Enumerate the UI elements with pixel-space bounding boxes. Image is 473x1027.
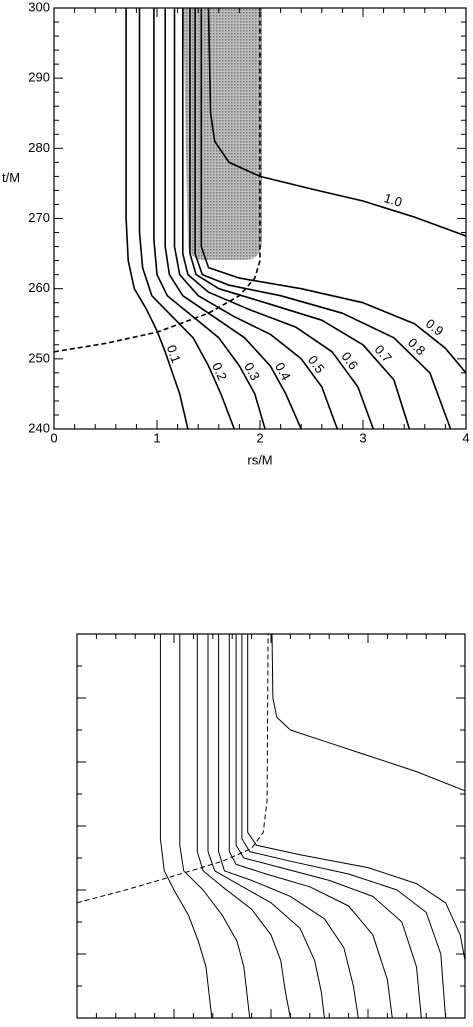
x-axis-label: rs/M: [247, 452, 272, 467]
series-label: 0.5: [305, 353, 328, 376]
series-label: 0.1: [164, 343, 184, 365]
x-tick-label: 2: [256, 430, 263, 445]
series-label: 0.3: [241, 360, 263, 383]
contour-line: [164, 8, 302, 430]
series-label: 1.0: [382, 190, 404, 210]
series-label: 0.9: [423, 316, 446, 339]
contour-line: [207, 634, 325, 1019]
contour-line: [182, 8, 375, 430]
contour-line: [189, 8, 411, 430]
contour-line: [179, 634, 251, 1019]
x-tick-label: 4: [462, 430, 469, 445]
contour-line: [194, 8, 452, 430]
horizon-line: [53, 8, 261, 353]
contour-line: [196, 634, 291, 1019]
y-tick-label: 290: [28, 70, 50, 85]
contour-line: [138, 8, 236, 430]
contour-line: [153, 8, 266, 430]
y-tick-label: 250: [28, 350, 50, 365]
plot-frame: [76, 633, 466, 1019]
x-tick-label: 3: [359, 430, 366, 445]
contour-line: [228, 634, 393, 1019]
y-tick-label: 270: [28, 210, 50, 225]
y-tick-label: 280: [28, 140, 50, 155]
contour-line: [218, 634, 359, 1019]
x-tick-label: 1: [153, 430, 160, 445]
contour-line: [173, 8, 339, 430]
contour-line: [235, 634, 422, 1019]
series-label: 0.6: [338, 349, 361, 372]
series-label: 0.7: [372, 342, 395, 365]
horizon-line: [76, 633, 269, 904]
contour-line: [125, 8, 189, 430]
contour-line: [271, 633, 466, 792]
y-tick-label: 260: [28, 280, 50, 295]
contour-line: [200, 8, 467, 374]
series-label: 0.8: [405, 335, 428, 358]
contour-line: [247, 634, 466, 961]
contour-line: [159, 634, 213, 1019]
y-axis-label: t/M: [2, 170, 20, 185]
x-tick-label: 0: [50, 430, 57, 445]
contour-line: [241, 634, 447, 1019]
trapped-region: [183, 8, 262, 260]
series-label: 0.4: [272, 360, 294, 383]
y-tick-label: 300: [28, 0, 50, 14]
y-tick-label: 240: [28, 420, 50, 435]
series-label: 0.2: [209, 360, 230, 383]
